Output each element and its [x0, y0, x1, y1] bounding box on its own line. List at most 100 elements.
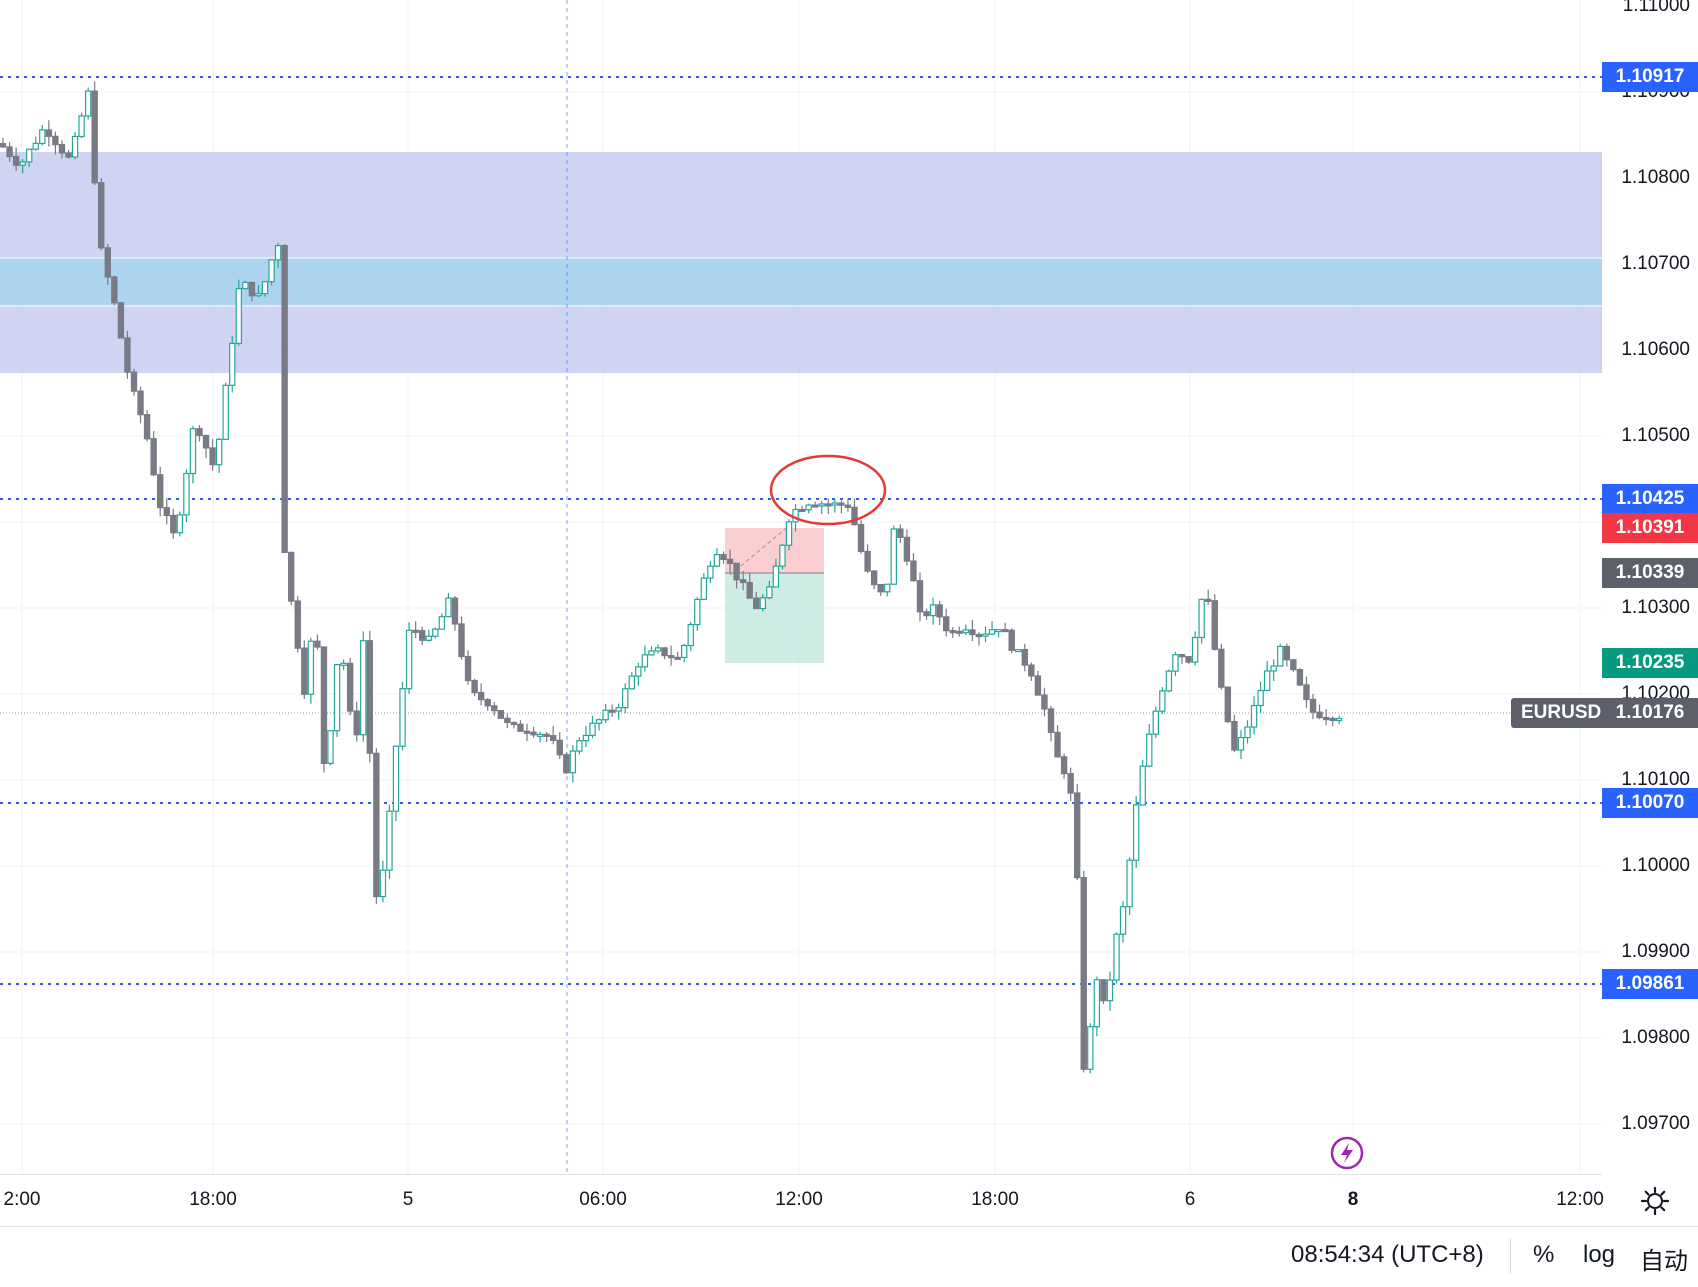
candle-body — [150, 438, 157, 476]
candle-body — [582, 734, 590, 742]
chart-pane[interactable] — [0, 0, 1602, 1174]
candle-body — [1257, 689, 1264, 707]
candle-body — [556, 739, 563, 756]
candle-body — [26, 148, 33, 163]
candle-body — [628, 675, 636, 690]
candle-body — [1198, 598, 1205, 639]
candle-body — [458, 623, 465, 658]
candle-body — [510, 721, 518, 726]
hline-price-tag[interactable]: 1.10425 — [1602, 484, 1698, 514]
candle-body — [543, 733, 550, 737]
candle-body — [419, 630, 426, 641]
candle-body — [425, 635, 432, 641]
percent-scale-toggle[interactable]: % — [1533, 1241, 1555, 1268]
price-tick: 1.09900 — [1621, 941, 1690, 962]
price-tick: 1.11000 — [1622, 0, 1690, 16]
time-tick: 18:00 — [189, 1189, 237, 1210]
price-tick: 1.10500 — [1621, 425, 1690, 446]
candle-body — [942, 616, 950, 632]
entry-price-tag[interactable]: 1.10339 — [1602, 558, 1698, 588]
candle-body — [1139, 765, 1146, 806]
hline-price-tag[interactable]: 1.10070 — [1602, 788, 1698, 818]
candle-body — [877, 584, 884, 593]
candle-body — [1263, 670, 1271, 692]
candle-body — [1054, 731, 1061, 758]
candle-body — [1047, 708, 1055, 733]
candle-body — [1165, 670, 1173, 692]
candle-body — [235, 288, 242, 345]
log-scale-toggle[interactable]: log — [1583, 1241, 1616, 1268]
hline-price-tag[interactable]: 1.09861 — [1602, 969, 1698, 999]
candle-body — [261, 281, 269, 295]
candle-body — [1093, 979, 1101, 1028]
candle-body — [353, 710, 360, 736]
candle-body — [864, 550, 871, 572]
candle-body — [700, 577, 708, 600]
candle-body — [163, 507, 170, 517]
clock-display[interactable]: 08:54:34 (UTC+8) — [1291, 1241, 1484, 1268]
candle-body — [733, 562, 740, 581]
candle-body — [995, 628, 1002, 633]
candle-body — [890, 528, 898, 585]
trade-path — [729, 524, 791, 576]
candle-body — [445, 597, 452, 618]
candle-body — [595, 719, 603, 724]
candle-body — [785, 521, 793, 546]
settings-gear-icon[interactable] — [1640, 1186, 1670, 1216]
candle-body — [726, 558, 734, 564]
candle-body — [399, 688, 406, 747]
candle-body — [6, 146, 13, 158]
candle-body — [366, 640, 374, 754]
candle-body — [1146, 733, 1153, 767]
candle-body — [1132, 804, 1140, 861]
time-tick: 12:00 — [775, 1189, 823, 1210]
time-axis[interactable]: 2:00 18:00 5 06:00 12:00 18:00 6 8 12:00 — [0, 1174, 1604, 1227]
candle-body — [1172, 654, 1179, 672]
candle-body — [1034, 675, 1042, 696]
candle-body — [117, 302, 125, 339]
time-tick: 18:00 — [971, 1189, 1019, 1210]
candle-body — [746, 581, 753, 599]
candle-body — [91, 90, 98, 184]
candle-body — [1296, 669, 1304, 686]
candle-body — [1119, 906, 1127, 935]
candle-body — [1185, 656, 1192, 663]
hline-price-tag[interactable]: 1.10917 — [1602, 62, 1698, 92]
candle-body — [759, 597, 767, 610]
lightning-bolt-icon[interactable] — [1330, 1136, 1364, 1170]
candle-body — [1087, 1026, 1094, 1070]
auto-scale-toggle[interactable]: 自动 — [1640, 1248, 1688, 1275]
candle-body — [242, 281, 249, 290]
candle-body — [982, 633, 989, 637]
candle-body — [1113, 933, 1120, 981]
candle-body — [1204, 598, 1212, 602]
candle-body — [523, 730, 531, 734]
candlestick-chart[interactable] — [0, 0, 1602, 1174]
candle-body — [517, 723, 524, 732]
candle-body — [0, 143, 7, 148]
candle-body — [274, 245, 282, 261]
candle-body — [78, 115, 85, 138]
candle-body — [19, 161, 26, 166]
candle-body — [563, 754, 570, 774]
candle-body — [1329, 717, 1336, 722]
candle-body — [307, 640, 315, 695]
candle-body — [124, 337, 131, 373]
price-axis[interactable]: 1.11000 1.10900 1.10800 1.10700 1.10600 … — [1602, 0, 1698, 1174]
price-tick: 1.09800 — [1621, 1027, 1690, 1048]
candle-body — [654, 647, 662, 652]
candle-body — [288, 551, 295, 602]
candle-body — [248, 281, 256, 297]
candle-body — [360, 640, 367, 736]
candle-body — [923, 611, 930, 617]
candle-body — [622, 688, 629, 709]
stop-loss-price-tag[interactable]: 1.10391 — [1602, 513, 1698, 543]
candle-body — [851, 506, 858, 526]
take-profit-price-tag[interactable]: 1.10235 — [1602, 648, 1698, 678]
candle-body — [1277, 645, 1284, 667]
last-price-tag: 1.10176 — [1602, 698, 1698, 728]
candle-body — [753, 597, 760, 610]
candle-body — [215, 438, 223, 466]
time-tick: 2:00 — [3, 1189, 41, 1210]
candle-body — [975, 633, 983, 638]
